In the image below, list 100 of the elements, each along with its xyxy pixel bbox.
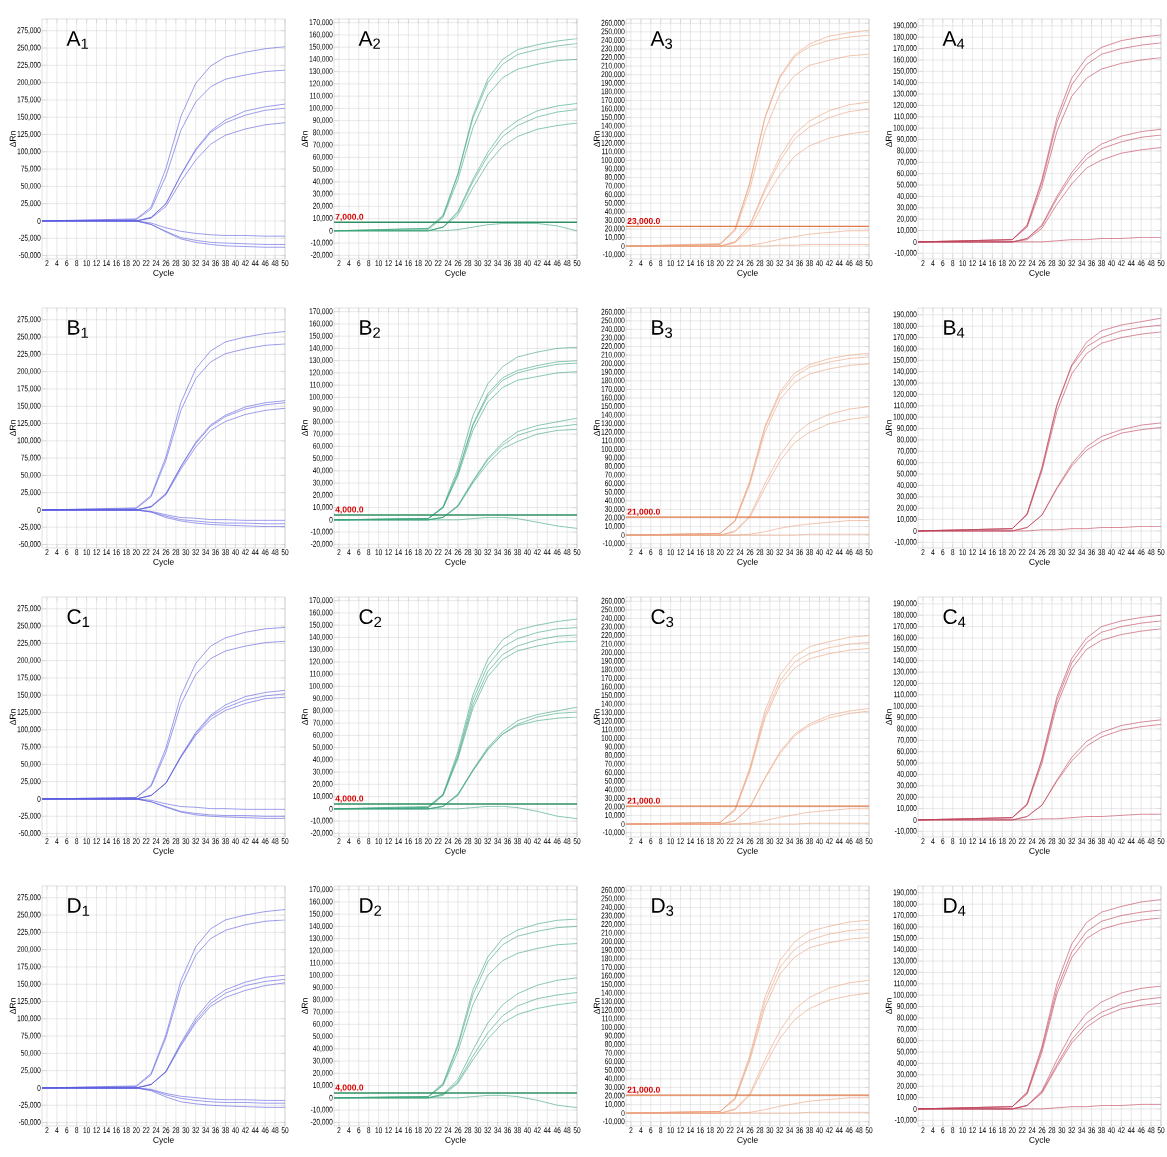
y-tick-label: 150,000	[893, 356, 917, 364]
x-tick-label: 6	[65, 838, 69, 845]
x-tick-label: 28	[464, 260, 472, 267]
y-tick-label: -50,000	[18, 1119, 41, 1127]
y-tick-label: 170,000	[893, 912, 917, 920]
y-tick-label: 200,000	[17, 946, 41, 954]
x-tick-label: 48	[855, 838, 863, 845]
x-tick-label: 32	[776, 838, 784, 845]
x-tick-label: 40	[523, 1127, 531, 1134]
y-tick-label: 190,000	[893, 889, 917, 897]
x-tick-label: 36	[504, 1127, 511, 1134]
x-tick-label: 50	[281, 549, 289, 556]
y-tick-label: 40,000	[604, 497, 625, 505]
y-tick-label: 200,000	[601, 360, 625, 368]
y-tick-label: 260,000	[601, 19, 625, 27]
x-tick-label: 48	[1147, 838, 1155, 845]
y-tick-label: 160,000	[309, 31, 333, 39]
x-tick-label: 22	[142, 1127, 150, 1134]
x-tick-label: 6	[941, 260, 945, 267]
y-tick-label: 250,000	[17, 911, 41, 919]
x-tick-label: 32	[192, 260, 200, 267]
x-tick-label: 28	[172, 260, 180, 267]
x-tick-label: 30	[1058, 1127, 1066, 1134]
y-tick-label: 50,000	[897, 470, 917, 478]
y-axis-title: ΔRn	[593, 131, 600, 148]
y-tick-label: 140,000	[309, 344, 333, 352]
y-tick-label: 30,000	[897, 782, 917, 790]
ref-line-label: 21,000.0	[627, 797, 660, 805]
x-tick-label: 30	[182, 260, 190, 267]
y-tick-label: 80,000	[313, 707, 333, 715]
x-tick-label: 20	[716, 549, 724, 556]
x-tick-label: 24	[736, 838, 744, 845]
x-tick-label: 26	[454, 838, 462, 845]
y-tick-label: 210,000	[601, 62, 625, 70]
y-tick-label: 220,000	[601, 343, 625, 351]
x-tick-label: 12	[93, 549, 100, 556]
x-tick-label: 4	[931, 260, 935, 266]
x-tick-label: 46	[845, 260, 853, 267]
x-tick-label: 46	[1137, 838, 1145, 845]
y-tick-label: 170,000	[309, 308, 333, 316]
y-axis-title: ΔRn	[9, 998, 16, 1015]
y-tick-label: 130,000	[601, 998, 625, 1006]
x-tick-label: 14	[395, 838, 402, 844]
y-tick-label: 90,000	[313, 695, 333, 703]
y-tick-label: 30,000	[897, 204, 917, 212]
x-tick-label: 44	[251, 260, 259, 266]
x-tick-label: 20	[716, 838, 724, 845]
x-tick-label: 4	[931, 549, 935, 555]
y-tick-label: 220,000	[601, 632, 625, 640]
x-tick-label: 26	[162, 549, 170, 556]
x-tick-label: 14	[103, 260, 110, 266]
y-tick-label: 20,000	[313, 1069, 333, 1077]
x-tick-label: 44	[543, 260, 551, 266]
x-tick-label: 10	[959, 549, 967, 556]
y-tick-label: 110,000	[602, 726, 625, 734]
y-tick-label: 40,000	[312, 756, 333, 764]
x-tick-label: 40	[231, 1127, 239, 1134]
y-tick-label: 150,000	[309, 910, 333, 918]
text: A$_{3}$	[650, 31, 673, 49]
x-tick-label: 36	[796, 838, 803, 845]
y-tick-label: 70,000	[897, 736, 917, 744]
y-tick-label: 150,000	[17, 691, 41, 699]
x-tick-label: 34	[494, 1127, 502, 1134]
y-tick-label: 130,000	[601, 420, 625, 428]
x-tick-label: 6	[65, 260, 69, 267]
y-tick-label: 150,000	[601, 692, 625, 700]
y-tick-label: 90,000	[897, 714, 917, 722]
x-tick-label: 12	[385, 549, 392, 556]
ref-line-label: 4,000.0	[335, 795, 364, 803]
text: D$_{3}$	[652, 898, 674, 916]
x-tick-label: 6	[649, 1127, 653, 1134]
x-tick-label: 42	[825, 549, 833, 556]
x-tick-label: 32	[192, 549, 200, 556]
x-tick-label: 42	[1117, 549, 1125, 556]
y-tick-label: 190,000	[893, 600, 917, 608]
x-tick-label: 16	[989, 549, 996, 556]
x-tick-label: 34	[786, 549, 794, 556]
y-tick-label: 10,000	[897, 227, 917, 235]
y-tick-label: 120,000	[893, 968, 917, 976]
x-tick-label: 40	[231, 260, 239, 267]
y-tick-label: 70,000	[313, 1008, 333, 1016]
x-tick-label: 8	[951, 838, 955, 845]
ref-line-label: 4,000.0	[335, 506, 364, 514]
x-tick-label: 4	[55, 838, 59, 844]
y-tick-label: 80,000	[605, 1041, 625, 1049]
y-tick-label: 60,000	[605, 1058, 625, 1066]
y-tick-label: 70,000	[605, 760, 625, 768]
x-tick-label: 26	[1038, 1127, 1046, 1134]
y-tick-label: 0	[913, 238, 917, 245]
x-tick-label: 48	[271, 260, 279, 267]
x-tick-label: 4	[639, 838, 643, 844]
y-tick-label: -25,000	[18, 812, 41, 820]
y-tick-label: 0	[621, 821, 625, 828]
y-axis-title: ΔRn	[885, 420, 892, 437]
y-tick-label: 230,000	[601, 912, 625, 920]
x-tick-label: 20	[132, 1127, 140, 1134]
y-tick-label: 160,000	[309, 898, 333, 906]
x-tick-label: 32	[1068, 549, 1076, 556]
x-tick-label: 16	[989, 260, 996, 267]
x-tick-label: 2	[921, 549, 925, 556]
